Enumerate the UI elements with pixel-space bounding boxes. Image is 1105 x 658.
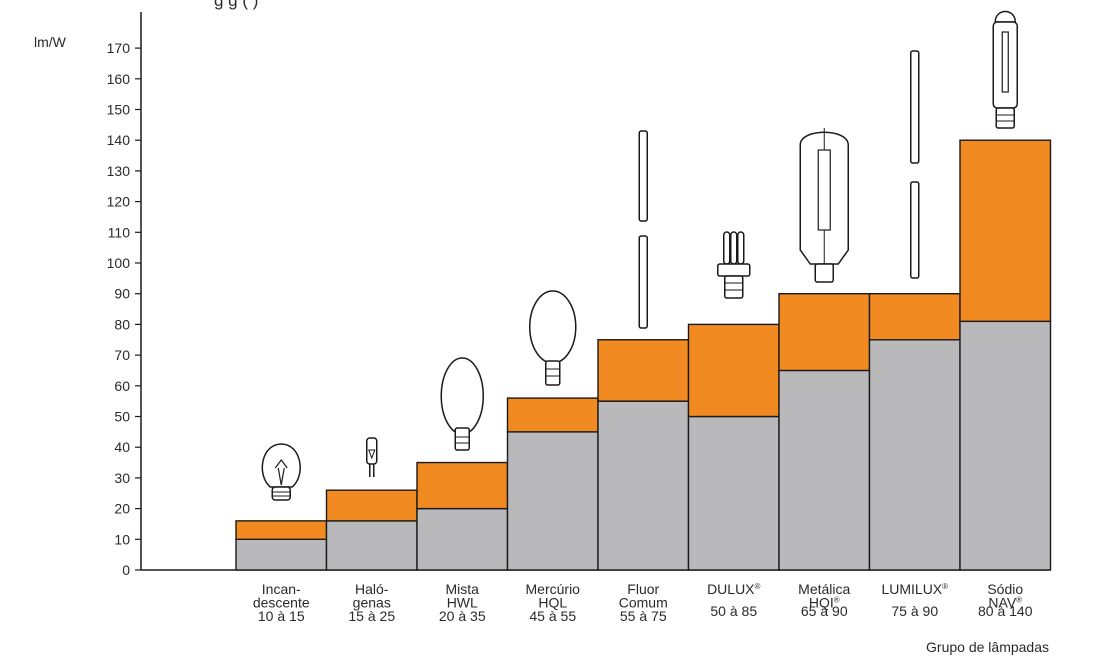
y-tick-label: 20 [114, 501, 130, 517]
bar-lower [868, 339, 961, 571]
lumilux-tubes-icon [910, 50, 920, 279]
halogen-capsule-icon [366, 437, 378, 477]
category-label: Metálica HQI® 65 à 90 [798, 581, 850, 619]
y-tick-label: 0 [122, 562, 130, 578]
y-tick-label: 40 [114, 439, 130, 455]
bar-lower [506, 431, 599, 571]
y-tick-label: 160 [107, 71, 131, 87]
bar-lower [416, 507, 509, 571]
lamp-icons [261, 10, 1018, 501]
mixed-lamp-icon [440, 357, 484, 451]
y-tick-label: 10 [114, 531, 130, 547]
bar-upper [959, 139, 1052, 323]
category-label: LUMILUX® 75 à 90 [881, 581, 948, 619]
y-tick-label: 30 [114, 470, 130, 486]
y-tick-label: 80 [114, 316, 130, 332]
category-label: Fluor Comum 55 à 75 [619, 581, 668, 624]
bar-upper [597, 339, 690, 402]
y-tick-label: 70 [114, 347, 130, 363]
bars [235, 139, 1052, 571]
bar-upper [687, 323, 780, 418]
mercury-lamp-icon [529, 290, 577, 386]
sodium-lamp-icon [992, 10, 1018, 129]
category-label: Haló-genas 15 à 25 [348, 581, 395, 624]
y-tick-label: 100 [107, 255, 131, 271]
bar-lower [959, 320, 1052, 571]
bar-upper [778, 293, 871, 372]
bar-upper [416, 461, 509, 510]
bar-lower [597, 400, 690, 571]
compact-fluorescent-icon [717, 231, 751, 299]
chart-title-partial: g g ( ) [214, 0, 259, 10]
y-tick-label: 90 [114, 286, 130, 302]
y-tick-label: 50 [114, 409, 130, 425]
category-label: Sódio NAV® 80 à 140 [978, 581, 1033, 619]
bar-lower [235, 538, 328, 571]
category-label: Mercúrio HQL 45 à 55 [526, 581, 581, 624]
fluorescent-tubes-icon [638, 130, 648, 329]
bar-lower [687, 415, 780, 571]
category-label: Mista HWL 20 à 35 [439, 581, 486, 624]
y-tick-label: 150 [107, 102, 131, 118]
incandescent-bulb-icon [261, 443, 301, 501]
y-axis-label: lm/W [34, 34, 66, 50]
category-label: DULUX® 50 à 85 [707, 581, 760, 619]
bar-upper [325, 489, 418, 522]
y-tick-label: 120 [107, 194, 131, 210]
y-tick-label: 170 [107, 40, 131, 56]
metal-halide-lamp-icon [799, 128, 849, 283]
x-axis-label: Grupo de lâmpadas [926, 639, 1049, 655]
y-tick-label: 110 [108, 224, 131, 240]
category-labels: Incan-descente 10 à 15 Haló-genas 15 à 25 Mi… [253, 581, 1033, 624]
category-label: Incan-descente 10 à 15 [253, 581, 310, 624]
y-tick-label: 140 [107, 132, 131, 148]
y-tick-label: 130 [107, 163, 131, 179]
bar-upper [506, 397, 599, 433]
bar-upper [235, 520, 328, 541]
bar-lower [778, 369, 871, 571]
bar-upper [868, 293, 961, 341]
y-tick-label: 60 [114, 378, 130, 394]
bar-lower [325, 520, 418, 571]
